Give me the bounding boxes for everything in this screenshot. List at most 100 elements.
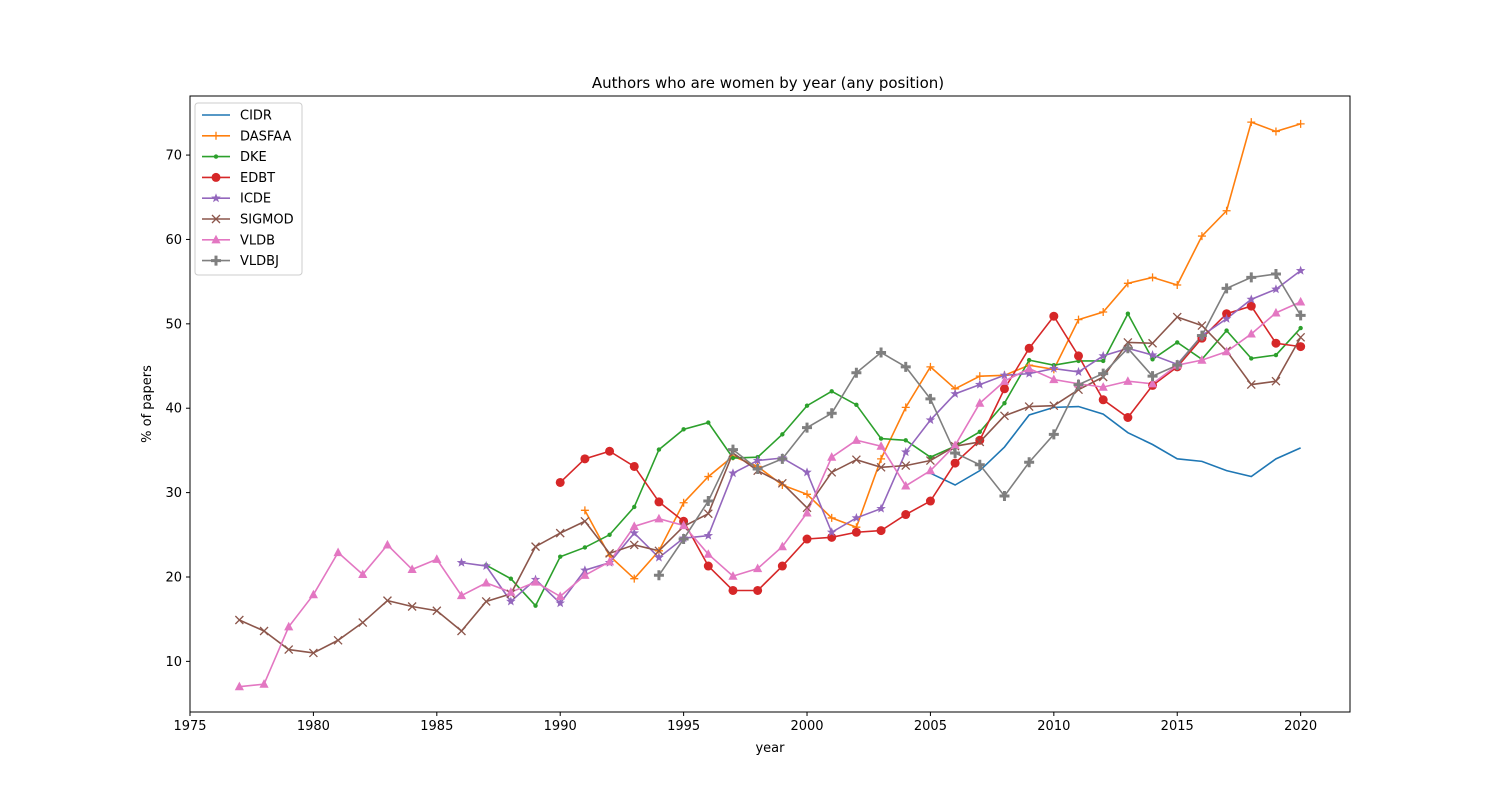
data-point-icde	[456, 557, 467, 567]
data-point-vldb	[1197, 355, 1207, 364]
data-point-vldb	[679, 520, 689, 530]
data-point-icde	[950, 388, 960, 398]
chart-title: Authors who are women by year (any posit…	[592, 74, 944, 92]
data-point-vldbj	[1048, 429, 1059, 440]
data-point-vldb	[530, 577, 541, 586]
data-point-vldbj	[1270, 269, 1281, 280]
x-tick-label: 1975	[173, 719, 206, 734]
data-point-sigmod	[703, 509, 713, 519]
data-point-dke	[632, 504, 637, 510]
data-point-vldbj	[678, 534, 689, 545]
data-point-dasfaa	[1148, 273, 1157, 282]
data-point-vldb	[1221, 346, 1232, 356]
data-point-vldb	[876, 441, 886, 450]
data-point-icde	[876, 503, 886, 513]
data-point-dke	[1298, 325, 1303, 331]
data-point-dasfaa	[1123, 279, 1132, 288]
data-point-dasfaa	[975, 372, 984, 381]
data-point-dke	[706, 420, 711, 425]
data-point-sigmod	[1296, 332, 1306, 342]
series-line-vldbj	[658, 273, 1302, 576]
data-point-vldb	[407, 564, 417, 573]
data-point-dke	[878, 436, 884, 441]
data-point-vldbj	[1122, 343, 1133, 354]
data-point-sigmod	[605, 548, 615, 558]
data-point-sigmod	[555, 528, 565, 538]
y-tick-label: 70	[165, 149, 182, 164]
data-point-vldb	[456, 590, 467, 600]
data-point-edbt	[1222, 309, 1232, 319]
data-point-vldb	[1098, 382, 1108, 391]
data-point-dke	[1125, 311, 1131, 316]
data-point-vldb	[629, 521, 639, 530]
data-point-edbt	[1271, 338, 1281, 348]
data-point-vldb	[1049, 374, 1059, 384]
data-point-vldbj	[1196, 330, 1207, 341]
data-point-sigmod	[629, 540, 639, 550]
data-point-icde	[999, 370, 1010, 380]
data-point-dasfaa	[679, 498, 688, 507]
legend-label-dke: DKE	[240, 150, 267, 165]
y-tick-label: 40	[165, 402, 182, 417]
data-point-dke	[854, 402, 859, 408]
data-point-edbt	[703, 561, 713, 571]
data-point-dke	[928, 454, 933, 460]
x-tick-label: 2005	[914, 719, 947, 734]
x-tick-label: 1985	[420, 719, 453, 734]
data-point-vldbj	[727, 444, 738, 455]
data-point-icde	[1295, 265, 1306, 275]
x-axis-label: year	[755, 741, 785, 756]
data-point-sigmod	[925, 456, 935, 465]
data-point-vldb	[1123, 376, 1133, 385]
data-point-dasfaa	[901, 403, 910, 412]
data-point-edbt	[555, 477, 565, 487]
data-point-sigmod	[308, 648, 318, 658]
legend-label-cidr: CIDR	[240, 109, 272, 124]
data-point-dke	[1224, 328, 1229, 333]
data-point-dasfaa	[827, 513, 836, 522]
data-point-edbt	[999, 384, 1009, 394]
data-point-sigmod	[1246, 380, 1256, 390]
data-point-dke	[730, 455, 736, 461]
data-point-sigmod	[802, 503, 812, 513]
data-point-icde	[1221, 313, 1232, 323]
data-point-icde	[925, 415, 936, 425]
x-tick-label: 1980	[297, 719, 330, 734]
data-point-icde	[580, 565, 590, 575]
data-point-dasfaa	[580, 506, 589, 515]
data-point-edbt	[901, 510, 911, 520]
data-point-icde	[1271, 284, 1281, 294]
legend-marker-edbt	[211, 172, 221, 182]
data-point-edbt	[802, 534, 812, 544]
data-point-vldbj	[1073, 379, 1084, 390]
data-point-dke	[1150, 357, 1155, 362]
data-point-vldbj	[876, 347, 887, 358]
data-point-edbt	[1123, 413, 1133, 423]
data-point-vldb	[999, 376, 1010, 385]
data-point-icde	[802, 467, 812, 477]
data-point-edbt	[654, 497, 664, 507]
data-point-sigmod	[234, 615, 244, 625]
data-point-vldbj	[851, 367, 862, 378]
data-point-dke	[829, 389, 834, 394]
data-point-dke	[977, 429, 982, 435]
data-point-edbt	[605, 446, 615, 456]
data-point-sigmod	[777, 478, 787, 488]
data-point-icde	[1098, 350, 1108, 360]
data-point-dasfaa	[1074, 315, 1083, 324]
data-point-sigmod	[580, 516, 590, 526]
data-point-dasfaa	[1222, 206, 1231, 215]
data-point-vldb	[753, 563, 763, 573]
series-line-sigmod	[239, 316, 1302, 654]
data-point-vldb	[333, 547, 343, 557]
legend-marker-dasfaa	[212, 131, 220, 140]
legend-label-sigmod: SIGMOD	[240, 213, 294, 228]
data-point-vldb	[555, 591, 565, 600]
data-point-dke	[607, 532, 612, 537]
series-line-dasfaa	[584, 121, 1301, 580]
data-point-sigmod	[901, 461, 911, 471]
legend-label-vldbj: VLDBJ	[240, 254, 279, 269]
data-point-dke	[1026, 357, 1032, 363]
data-point-edbt	[1246, 301, 1256, 311]
